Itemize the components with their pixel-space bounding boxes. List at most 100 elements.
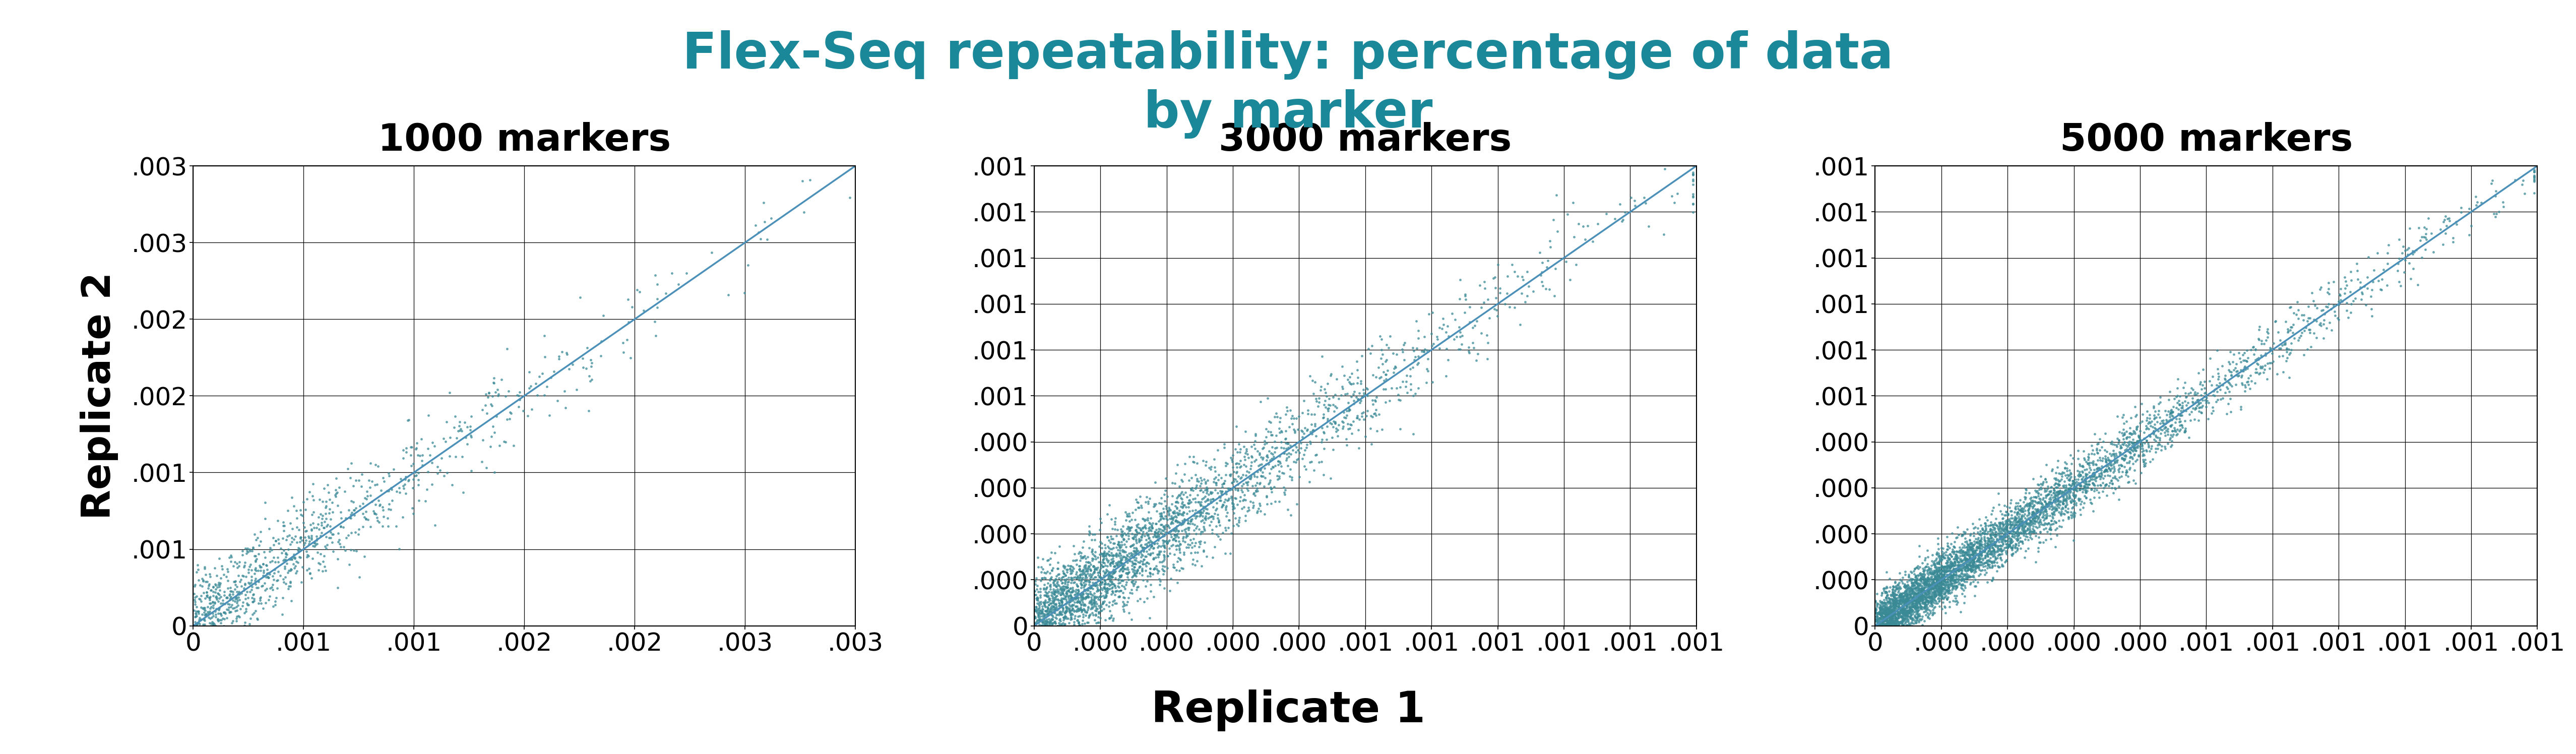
Point bbox=[1878, 609, 1919, 621]
Point bbox=[1922, 562, 1963, 574]
Point bbox=[1955, 590, 1996, 602]
Point bbox=[252, 539, 294, 551]
Point bbox=[2184, 394, 2226, 406]
Point bbox=[1108, 572, 1149, 584]
Point bbox=[2221, 356, 2262, 368]
Point bbox=[263, 532, 304, 544]
Point bbox=[1092, 585, 1133, 597]
Point bbox=[1136, 526, 1177, 538]
Point bbox=[1018, 627, 1059, 639]
Point bbox=[1064, 604, 1105, 616]
Point bbox=[260, 569, 301, 581]
Point bbox=[1947, 569, 1989, 581]
Point bbox=[1904, 591, 1945, 603]
Point bbox=[1873, 596, 1914, 608]
Point bbox=[2136, 406, 2177, 418]
Point bbox=[1855, 628, 1896, 640]
Point bbox=[1229, 495, 1270, 507]
Point bbox=[487, 385, 528, 397]
Point bbox=[2251, 345, 2293, 357]
Point bbox=[1886, 590, 1927, 602]
Point bbox=[265, 554, 307, 566]
Point bbox=[1886, 605, 1927, 617]
Point bbox=[1909, 587, 1950, 599]
Point bbox=[1984, 531, 2025, 543]
Point bbox=[1922, 596, 1963, 608]
Point bbox=[1497, 270, 1538, 282]
Point bbox=[258, 575, 299, 587]
Point bbox=[335, 526, 376, 538]
Point bbox=[1038, 583, 1079, 595]
Point bbox=[2148, 406, 2190, 418]
Point bbox=[1862, 614, 1904, 626]
Point bbox=[1051, 635, 1092, 647]
Point bbox=[1896, 596, 1937, 608]
Point bbox=[1103, 557, 1144, 569]
Point bbox=[1888, 593, 1929, 605]
Point bbox=[569, 354, 611, 366]
Point bbox=[1935, 580, 1976, 592]
Point bbox=[1090, 596, 1131, 608]
Point bbox=[1924, 585, 1965, 597]
Point bbox=[1955, 546, 1996, 558]
Point bbox=[1917, 579, 1958, 591]
Point bbox=[1896, 598, 1937, 610]
Point bbox=[2393, 248, 2434, 260]
Point bbox=[1244, 462, 1285, 474]
Point bbox=[1924, 580, 1965, 592]
Point bbox=[2017, 505, 2058, 517]
Point bbox=[1878, 612, 1919, 624]
Point bbox=[2030, 492, 2071, 504]
Point bbox=[1028, 618, 1069, 630]
Point bbox=[1066, 563, 1108, 575]
Point bbox=[1445, 306, 1486, 318]
Point bbox=[1033, 621, 1074, 633]
Point bbox=[1883, 614, 1924, 626]
Point bbox=[2421, 238, 2463, 250]
Point bbox=[2128, 429, 2169, 441]
Point bbox=[2030, 485, 2071, 497]
Point bbox=[183, 619, 224, 631]
Point bbox=[2161, 402, 2202, 414]
Point bbox=[634, 316, 675, 328]
Point bbox=[2223, 354, 2264, 366]
Point bbox=[183, 561, 224, 573]
Point bbox=[1378, 394, 1419, 406]
Point bbox=[1855, 608, 1896, 620]
Point bbox=[1935, 583, 1976, 595]
Point bbox=[309, 486, 350, 498]
Point bbox=[1883, 613, 1924, 625]
Point bbox=[2063, 497, 2105, 509]
Point bbox=[1860, 642, 1901, 654]
Point bbox=[1917, 572, 1958, 584]
Point bbox=[1883, 592, 1924, 604]
Point bbox=[1208, 494, 1249, 506]
Point bbox=[258, 566, 299, 578]
Point bbox=[234, 550, 276, 562]
Point bbox=[1947, 571, 1989, 583]
Point bbox=[1376, 348, 1417, 360]
Point bbox=[1018, 642, 1059, 654]
Point bbox=[2081, 470, 2123, 483]
Point bbox=[1883, 625, 1924, 637]
Point bbox=[1105, 552, 1146, 564]
Point bbox=[1097, 585, 1139, 597]
Point bbox=[1087, 567, 1128, 579]
Point bbox=[1989, 541, 2030, 553]
Point bbox=[1033, 617, 1074, 629]
Point bbox=[2143, 427, 2184, 439]
Point bbox=[1893, 566, 1935, 578]
Point bbox=[1924, 579, 1965, 591]
Point bbox=[1999, 529, 2040, 541]
Point bbox=[1553, 197, 1595, 209]
Point bbox=[1883, 590, 1924, 602]
Point bbox=[1873, 596, 1914, 608]
Point bbox=[1097, 550, 1139, 562]
Point bbox=[1079, 541, 1121, 553]
Point bbox=[1909, 573, 1950, 585]
Point bbox=[258, 574, 299, 586]
Point bbox=[178, 605, 219, 618]
Point bbox=[1945, 571, 1986, 583]
Point bbox=[1077, 618, 1118, 630]
Point bbox=[1984, 528, 2025, 540]
